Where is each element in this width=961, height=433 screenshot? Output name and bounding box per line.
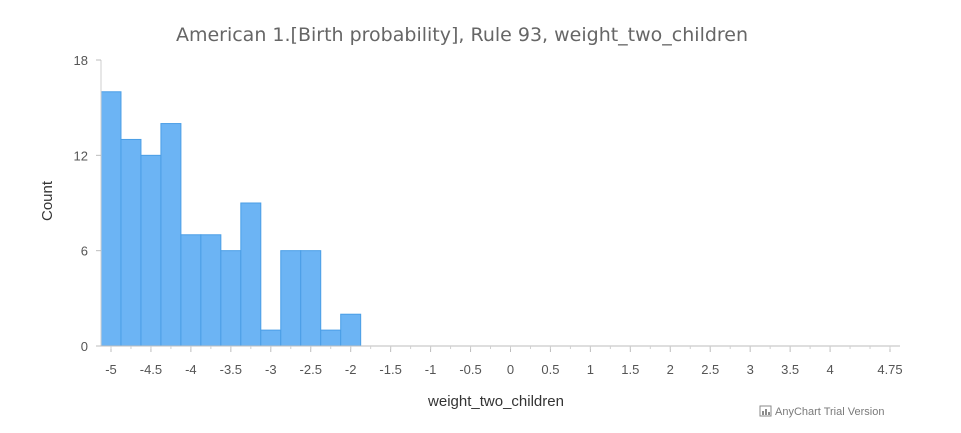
histogram-bar[interactable]: [180, 234, 202, 347]
x-tick-label: -2.5: [300, 362, 322, 377]
x-axis-title: weight_two_children: [427, 393, 564, 410]
histogram-bar[interactable]: [320, 329, 342, 347]
histogram-bar[interactable]: [340, 313, 362, 347]
chart-title: American 1.[Birth probability], Rule 93,…: [176, 24, 748, 46]
y-axis-title: Count: [39, 180, 56, 221]
x-tick-label: -0.5: [459, 362, 481, 377]
x-tick-label: 4.75: [877, 362, 902, 377]
histogram-bar[interactable]: [300, 250, 322, 347]
x-tick-label: -3: [265, 362, 277, 377]
x-tick-label: 0.5: [541, 362, 559, 377]
x-tick-label: 2.5: [701, 362, 719, 377]
histogram-bar[interactable]: [240, 202, 262, 347]
histogram-bar[interactable]: [260, 329, 282, 347]
x-tick-label: -3.5: [220, 362, 242, 377]
x-tick-label: 2: [667, 362, 674, 377]
bars-group: [100, 91, 362, 347]
x-tick-label: -4.5: [140, 362, 162, 377]
y-tick-label: 6: [81, 244, 88, 259]
histogram-bar[interactable]: [200, 234, 222, 347]
histogram-bar[interactable]: [160, 123, 182, 347]
x-tick-label: 1.5: [621, 362, 639, 377]
x-tick-label: -5: [105, 362, 117, 377]
x-tick-label: -1.5: [379, 362, 401, 377]
histogram-bar[interactable]: [120, 138, 142, 347]
x-tick-label: 0: [507, 362, 514, 377]
histogram-bar[interactable]: [100, 91, 122, 347]
x-tick-label: 4: [826, 362, 833, 377]
x-tick-label: -1: [425, 362, 437, 377]
histogram-bar[interactable]: [280, 250, 302, 347]
x-axis-minor-ticks: [110, 346, 891, 349]
y-tick-label: 12: [74, 148, 88, 163]
x-tick-label: -4: [185, 362, 197, 377]
credits-text[interactable]: AnyChart Trial Version: [775, 406, 884, 418]
x-axis-ticks: -5 -4.5 -4 -3.5 -3 -2.5 -2 -1.5 -1 -0.5 0 0.5 1 1.5 2 2…: [105, 346, 903, 377]
x-tick-label: 3: [747, 362, 754, 377]
histogram-bar[interactable]: [220, 250, 242, 347]
x-tick-label: 3.5: [781, 362, 799, 377]
histogram-bar[interactable]: [140, 154, 162, 347]
y-tick-label: 18: [74, 53, 88, 68]
chart-icon: [759, 405, 772, 417]
x-tick-label: 1: [587, 362, 594, 377]
y-axis-ticks: 0 6 12 18: [74, 53, 101, 354]
x-tick-label: -2: [345, 362, 357, 377]
y-tick-label: 0: [81, 339, 88, 354]
credits[interactable]: AnyChart Trial Version: [759, 405, 884, 418]
